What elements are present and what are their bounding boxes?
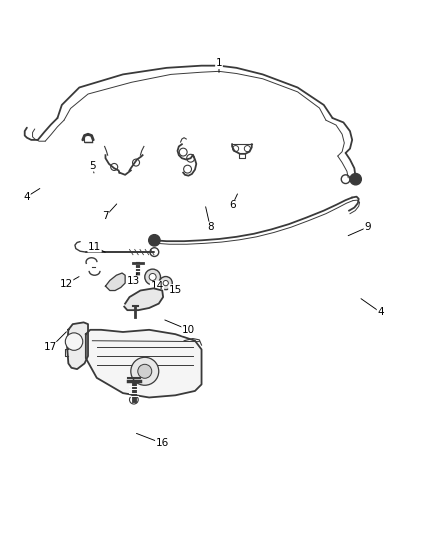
Text: 1: 1	[215, 59, 223, 68]
Text: 16: 16	[155, 438, 169, 448]
Text: 14: 14	[150, 281, 164, 291]
Text: 12: 12	[60, 279, 73, 289]
Text: 6: 6	[229, 200, 235, 211]
Circle shape	[149, 273, 156, 280]
Circle shape	[163, 280, 168, 286]
Text: 17: 17	[44, 342, 57, 352]
Text: 13: 13	[127, 276, 141, 286]
Text: 4: 4	[377, 308, 384, 317]
Circle shape	[149, 235, 160, 246]
Text: 7: 7	[102, 211, 109, 221]
Text: 5: 5	[89, 161, 95, 171]
Text: 8: 8	[207, 222, 214, 232]
Polygon shape	[86, 330, 201, 398]
Polygon shape	[124, 288, 163, 310]
Circle shape	[138, 364, 152, 378]
Circle shape	[145, 269, 160, 285]
Text: 9: 9	[364, 222, 371, 232]
Text: 11: 11	[88, 242, 101, 252]
Circle shape	[131, 357, 159, 385]
Circle shape	[65, 333, 83, 350]
Polygon shape	[106, 273, 125, 290]
Polygon shape	[67, 322, 88, 369]
Circle shape	[350, 174, 361, 185]
Text: 10: 10	[182, 325, 195, 335]
Circle shape	[159, 277, 172, 289]
Text: 15: 15	[169, 285, 182, 295]
Text: 4: 4	[24, 192, 30, 201]
